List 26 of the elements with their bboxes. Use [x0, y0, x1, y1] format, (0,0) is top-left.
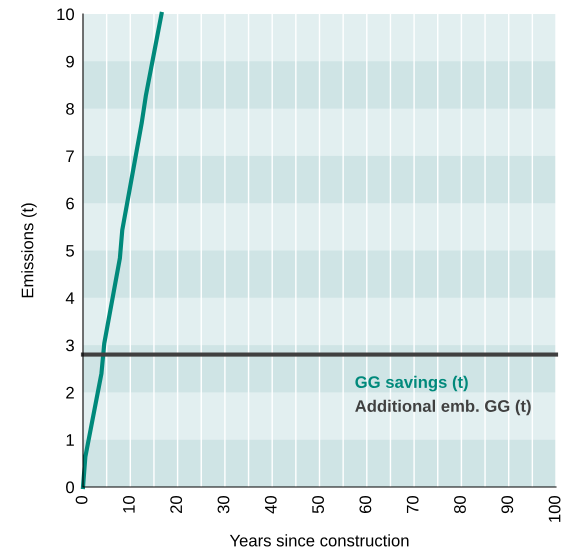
- y-tick-label: 6: [66, 198, 74, 210]
- y-tick-label: 8: [66, 103, 74, 115]
- x-tick-label: 60: [359, 496, 372, 514]
- x-tick-label: 30: [218, 496, 230, 514]
- x-tick-label: 0: [76, 496, 88, 504]
- y-tick-label: 5: [66, 245, 74, 257]
- x-tick-label: 20: [170, 496, 182, 514]
- x-axis-title: Years since construction: [230, 534, 408, 546]
- y-tick-label: 1: [66, 434, 74, 446]
- text: GG savings (t): [355, 376, 468, 392]
- text: Additional emb. GG (t): [355, 400, 531, 416]
- y-tick-label: 9: [66, 56, 74, 68]
- x-tick-label: 90: [501, 496, 514, 514]
- x-tick-label: 40: [264, 496, 277, 514]
- x-tick-label: 10: [122, 496, 135, 513]
- y-tick-label: 0: [66, 481, 74, 494]
- y-tick-label: 2: [66, 386, 74, 398]
- y-tick-label: 10: [57, 8, 74, 20]
- y-axis-title: Emissions (t): [21, 203, 37, 298]
- x-tick-label: 70: [406, 496, 419, 514]
- y-tick-label: 7: [66, 150, 74, 162]
- x-tick-label: 80: [454, 496, 466, 514]
- y-tick-label: 4: [66, 292, 74, 304]
- x-tick-label: 100: [548, 496, 560, 522]
- y-tick-label: 3: [66, 340, 74, 352]
- x-tick-label: 50: [312, 496, 324, 514]
